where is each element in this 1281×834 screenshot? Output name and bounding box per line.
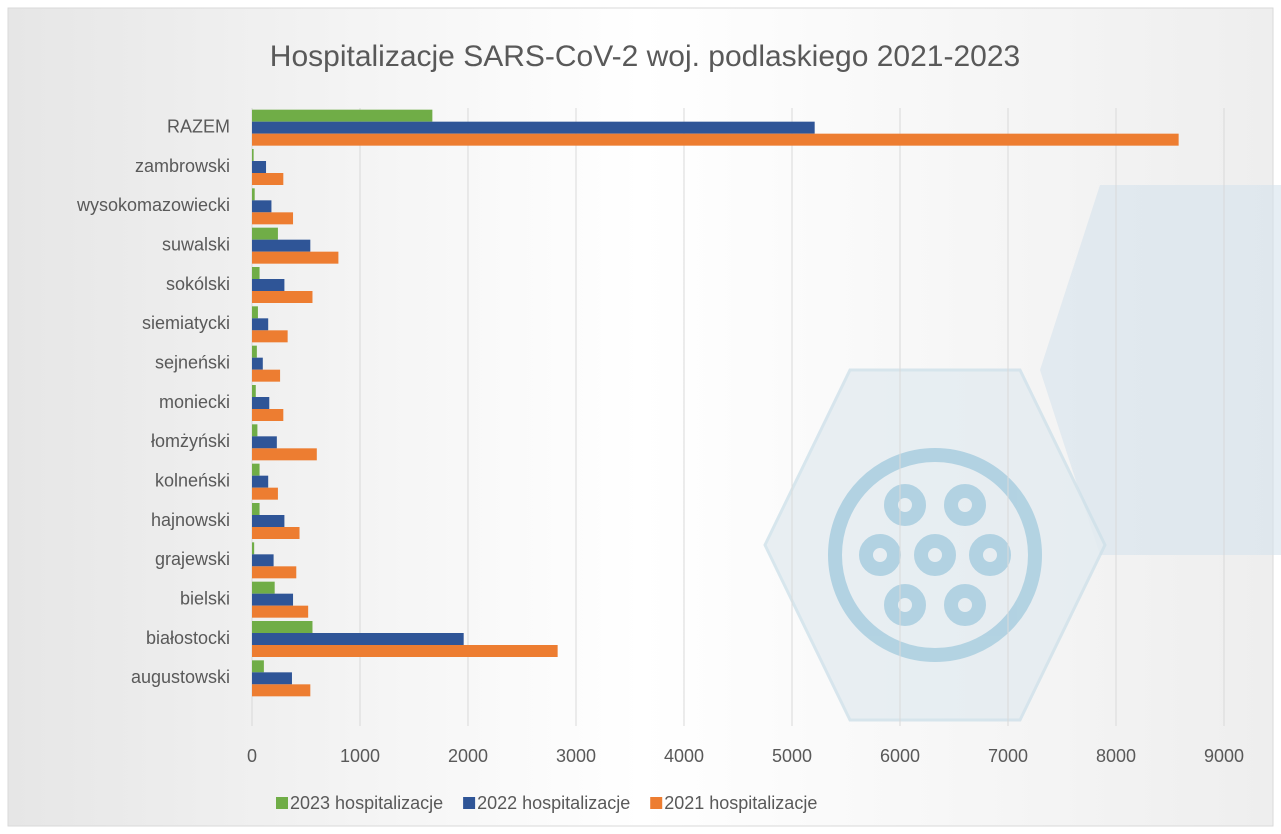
bar bbox=[252, 606, 308, 618]
bar bbox=[252, 149, 254, 161]
bar bbox=[252, 188, 255, 200]
bar bbox=[252, 228, 278, 240]
bar bbox=[252, 621, 312, 633]
bar bbox=[252, 424, 257, 436]
chart: Hospitalizacje SARS-CoV-2 woj. podlaskie… bbox=[0, 0, 1281, 834]
y-tick-label: sokólski bbox=[166, 274, 230, 294]
bar bbox=[252, 542, 254, 554]
bar bbox=[252, 267, 260, 279]
legend-swatch bbox=[650, 797, 662, 809]
y-tick-label: moniecki bbox=[159, 392, 230, 412]
bar bbox=[252, 370, 280, 382]
bar bbox=[252, 409, 283, 421]
bar bbox=[252, 554, 274, 566]
bar bbox=[252, 358, 263, 370]
legend-label: 2021 hospitalizacje bbox=[664, 793, 817, 813]
bar bbox=[252, 306, 258, 318]
bar bbox=[252, 122, 815, 134]
bar bbox=[252, 633, 464, 645]
bar bbox=[252, 318, 268, 330]
x-tick-label: 0 bbox=[247, 746, 257, 766]
bar bbox=[252, 346, 257, 358]
bar bbox=[252, 252, 338, 264]
bar bbox=[252, 161, 266, 173]
bar bbox=[252, 645, 558, 657]
bar bbox=[252, 240, 310, 252]
y-tick-label: białostocki bbox=[146, 628, 230, 648]
y-tick-label: bielski bbox=[180, 588, 230, 608]
x-tick-label: 5000 bbox=[772, 746, 812, 766]
bar bbox=[252, 527, 300, 539]
bar bbox=[252, 672, 292, 684]
legend-swatch bbox=[276, 797, 288, 809]
bar bbox=[252, 684, 310, 696]
x-tick-label: 1000 bbox=[340, 746, 380, 766]
bar bbox=[252, 660, 264, 672]
bar bbox=[252, 515, 284, 527]
bar bbox=[252, 476, 268, 488]
bar bbox=[252, 200, 271, 212]
bar bbox=[252, 594, 293, 606]
x-tick-label: 7000 bbox=[988, 746, 1028, 766]
legend-label: 2022 hospitalizacje bbox=[477, 793, 630, 813]
y-tick-label: kolneński bbox=[155, 470, 230, 490]
y-tick-label: łomżyński bbox=[151, 431, 230, 451]
legend-swatch bbox=[463, 797, 475, 809]
bar bbox=[252, 448, 317, 460]
bar bbox=[252, 291, 312, 303]
bar bbox=[252, 582, 275, 594]
x-tick-label: 4000 bbox=[664, 746, 704, 766]
y-tick-label: grajewski bbox=[155, 549, 230, 569]
x-tick-label: 9000 bbox=[1204, 746, 1244, 766]
bar bbox=[252, 436, 277, 448]
y-tick-label: wysokomazowiecki bbox=[76, 195, 230, 215]
bar bbox=[252, 330, 288, 342]
bar bbox=[252, 488, 278, 500]
y-tick-label: RAZEM bbox=[167, 116, 230, 136]
y-tick-label: augustowski bbox=[131, 667, 230, 687]
bar bbox=[252, 464, 260, 476]
bar bbox=[252, 279, 284, 291]
y-tick-label: hajnowski bbox=[151, 510, 230, 530]
bar bbox=[252, 385, 256, 397]
bar bbox=[252, 397, 269, 409]
bar bbox=[252, 134, 1179, 146]
bar bbox=[252, 503, 260, 515]
y-tick-label: siemiatycki bbox=[142, 313, 230, 333]
x-tick-label: 2000 bbox=[448, 746, 488, 766]
y-tick-label: zambrowski bbox=[135, 156, 230, 176]
bar bbox=[252, 566, 296, 578]
x-tick-label: 8000 bbox=[1096, 746, 1136, 766]
y-tick-label: sejneński bbox=[155, 352, 230, 372]
chart-title: Hospitalizacje SARS-CoV-2 woj. podlaskie… bbox=[270, 40, 1020, 73]
bar bbox=[252, 212, 293, 224]
legend-label: 2023 hospitalizacje bbox=[290, 793, 443, 813]
x-tick-label: 3000 bbox=[556, 746, 596, 766]
bar bbox=[252, 173, 283, 185]
y-tick-label: suwalski bbox=[162, 234, 230, 254]
x-tick-label: 6000 bbox=[880, 746, 920, 766]
bar bbox=[252, 110, 432, 122]
